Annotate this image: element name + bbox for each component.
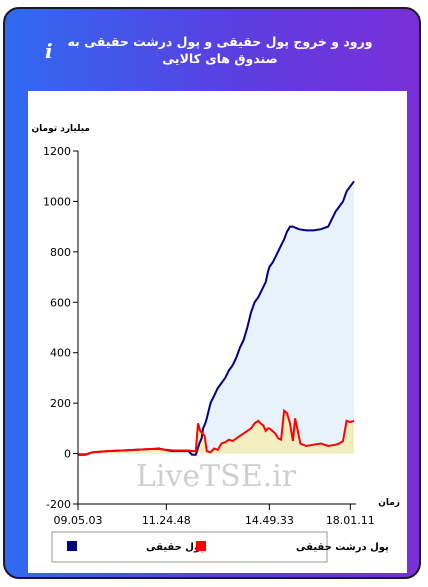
x-tick-label: 11.24.48 [142,514,191,527]
y-axis-label: میلیارد تومان [31,124,90,134]
x-tick-label: 14.49.33 [245,514,294,527]
chart-svg: LiveTSE.ir -200 0 200 400 600 800 1000 1200 09.05… [31,124,400,563]
y-tick-label: 800 [50,246,71,259]
y-tick-label: 1200 [43,145,71,158]
series-area-1 [78,181,354,454]
legend-swatch-2 [196,541,206,551]
watermark: LiveTSE.ir [136,459,297,494]
y-tick-label: 400 [50,347,71,360]
series-line-2 [78,408,355,456]
y-tick-label: 600 [50,296,71,309]
y-tick-label: -200 [46,498,71,511]
legend-swatch-1 [67,541,77,551]
info-icon[interactable]: i [45,39,53,63]
x-tick-label: 18.01.11 [326,514,375,527]
chart-title: ورود و خروج پول حقیقی و پول درشت حقیقی ب… [67,34,373,66]
chart-panel: LiveTSE.ir -200 0 200 400 600 800 1000 1200 09.05… [28,91,407,573]
chart-card: ورود و خروج پول حقیقی و پول درشت حقیقی ب… [3,7,421,579]
legend-box [51,531,328,563]
x-axis-label: زمان [378,498,400,508]
y-tick-label: 200 [50,397,71,410]
series-area-2 [78,410,354,454]
y-tick-label: 1000 [43,195,71,208]
legend-label-2: پول درشت حقیقی [296,542,389,553]
y-tick-label: 0 [64,448,71,461]
legend-label-1: پول حقیقی [146,542,204,553]
x-tick-label: 09.05.03 [54,514,103,527]
